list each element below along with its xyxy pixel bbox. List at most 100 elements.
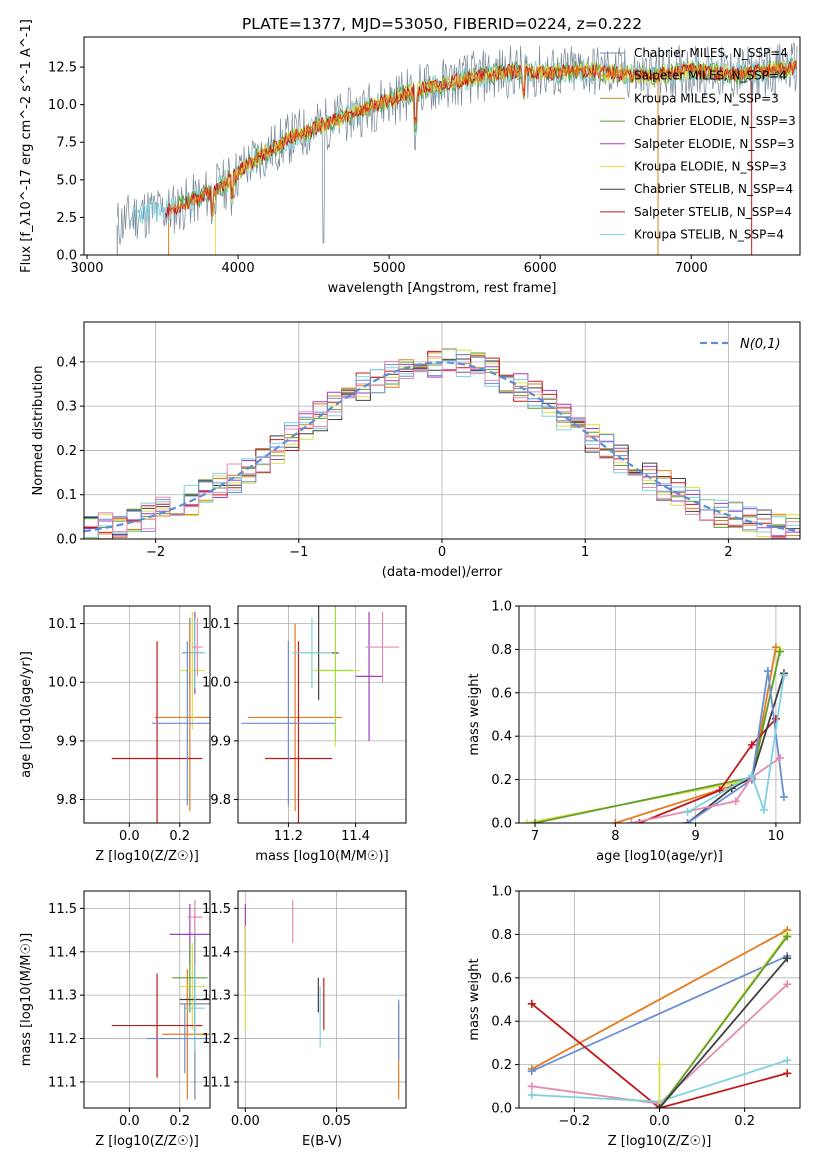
axes-frame bbox=[83, 890, 211, 1109]
weight-line bbox=[534, 651, 781, 823]
x-tick-label: 7 bbox=[531, 829, 539, 844]
legend-entry: Chabrier STELIB, N_SSP=4 bbox=[634, 182, 793, 196]
weight-line bbox=[687, 673, 785, 823]
weight-line bbox=[639, 718, 777, 823]
weight-marker bbox=[627, 819, 636, 823]
y-tick-label: 5.0 bbox=[56, 173, 77, 188]
y-tick-label: 12.5 bbox=[48, 61, 77, 76]
legend-entry: Salpeter ELODIE, N_SSP=3 bbox=[634, 137, 795, 151]
weight-marker bbox=[731, 797, 740, 806]
plot-area bbox=[111, 611, 210, 823]
y-tick-label: 10.0 bbox=[48, 98, 77, 113]
y-tick-label: 11.1 bbox=[48, 1075, 77, 1090]
weight-marker bbox=[779, 671, 788, 680]
x-axis-label: Z [log10(Z/Z☉)] bbox=[608, 1134, 712, 1149]
weight-marker bbox=[783, 1056, 792, 1065]
y-axis-label: mass [log10(M/M☉)] bbox=[19, 933, 34, 1066]
errorbar-point bbox=[365, 611, 400, 683]
x-tick-label: −1 bbox=[289, 545, 308, 560]
y-tick-label: 11.1 bbox=[202, 1075, 231, 1090]
panel-mass-vs-Z: 0.0 0.2 11.1 11.2 11.3 11.4 11.5 Z [log10(Z/Z☉)… bbox=[19, 890, 211, 1149]
errorbar-point bbox=[147, 1003, 210, 1074]
errorbar-point bbox=[241, 641, 336, 806]
x-tick-label: 0.00 bbox=[231, 1114, 260, 1129]
errorbar-point bbox=[179, 611, 205, 730]
plot-area bbox=[116, 42, 798, 255]
plot-area bbox=[244, 899, 400, 1100]
plot-area bbox=[241, 606, 400, 823]
errorbar-point bbox=[154, 623, 210, 812]
y-tick-label: 9.9 bbox=[56, 734, 77, 749]
y-tick-label: 0.2 bbox=[491, 773, 512, 788]
y-tick-label: 10.0 bbox=[48, 676, 77, 691]
errorbar-point bbox=[162, 969, 210, 1100]
x-tick-label: 0.0 bbox=[649, 1114, 670, 1129]
x-tick-label: 10 bbox=[768, 829, 785, 844]
legend-entry: N(0,1) bbox=[740, 337, 781, 352]
x-axis-label: E(B-V) bbox=[302, 1134, 342, 1149]
plot-area bbox=[84, 348, 800, 539]
y-tick-label: 9.9 bbox=[210, 734, 231, 749]
errorbar-point bbox=[152, 641, 210, 806]
x-tick-label: 4000 bbox=[222, 261, 255, 276]
weight-line bbox=[531, 929, 788, 1070]
y-tick-label: 10.1 bbox=[48, 617, 77, 632]
y-tick-label: 0.8 bbox=[491, 643, 512, 658]
y-tick-label: 11.2 bbox=[202, 1032, 231, 1047]
weight-marker bbox=[527, 999, 536, 1008]
x-tick-label: 0.0 bbox=[119, 1114, 140, 1129]
y-tick-label: 0.4 bbox=[56, 355, 77, 370]
weight-marker bbox=[523, 819, 532, 823]
weight-marker bbox=[783, 954, 792, 963]
weight-marker bbox=[527, 1090, 536, 1099]
axes-frame bbox=[237, 605, 407, 824]
y-tick-label: 0.0 bbox=[56, 249, 77, 264]
y-tick-label: 0.6 bbox=[491, 971, 512, 986]
y-tick-label: 7.5 bbox=[56, 136, 77, 151]
weight-marker bbox=[531, 819, 540, 823]
panel-spectrum: 3000 4000 5000 6000 7000 0.0 2.5 5.0 7.5 10.0 12.5… bbox=[19, 15, 801, 296]
y-tick-label: 0.8 bbox=[491, 928, 512, 943]
panel-weight-vs-Z: −0.2 0.0 0.2 0.0 0.2 0.4 0.6 0.8 1.0 Z [log10(Z/Z… bbox=[467, 885, 801, 1149]
y-tick-label: 9.8 bbox=[56, 793, 77, 808]
y-tick-label: 0.0 bbox=[56, 533, 77, 548]
weight-marker bbox=[527, 1067, 536, 1076]
axes-frame bbox=[83, 605, 211, 824]
errorbar-point bbox=[318, 606, 353, 741]
y-tick-label: 10.0 bbox=[202, 676, 231, 691]
legend-entry: Chabrier MILES, N_SSP=4 bbox=[634, 46, 788, 60]
weight-line bbox=[658, 936, 788, 1108]
x-tick-label: −2 bbox=[146, 545, 165, 560]
axes-frame bbox=[83, 36, 801, 256]
x-tick-label: 11.2 bbox=[274, 829, 303, 844]
weight-marker bbox=[527, 1082, 536, 1091]
plot-area bbox=[527, 926, 792, 1108]
weight-marker bbox=[783, 980, 792, 989]
y-tick-label: 1.0 bbox=[491, 600, 512, 615]
y-axis-label: age [log10(age/yr)] bbox=[19, 651, 34, 778]
axes-frame bbox=[518, 605, 801, 824]
errorbar-point bbox=[172, 943, 208, 1013]
x-axis-label: (data-model)/error bbox=[382, 565, 503, 580]
x-tick-label: 11.4 bbox=[341, 829, 370, 844]
errorbar-point bbox=[184, 964, 205, 1052]
weight-line bbox=[531, 955, 788, 1072]
legend-entry: Salpeter MILES, N_SSP=4 bbox=[634, 69, 787, 83]
y-tick-label: 0.1 bbox=[56, 488, 77, 503]
x-tick-label: 0.2 bbox=[169, 1114, 190, 1129]
x-tick-label: 6000 bbox=[524, 261, 557, 276]
plot-area bbox=[111, 899, 210, 1100]
y-tick-label: 10.1 bbox=[202, 617, 231, 632]
legend: Chabrier MILES, N_SSP=4 Salpeter MILES, N… bbox=[600, 46, 796, 242]
panel-age-vs-Z: 0.0 0.2 9.8 9.9 10.0 10.1 Z [log10(Z/Z☉)] age [… bbox=[19, 605, 211, 864]
y-axis-label: Flux [f_λ10^-17 erg cm^-2 s^-1 A^-1] bbox=[19, 19, 34, 273]
y-tick-label: 0.4 bbox=[491, 1015, 512, 1030]
weight-marker bbox=[775, 753, 784, 762]
legend: N(0,1) bbox=[700, 337, 781, 352]
errorbar-point bbox=[248, 623, 343, 812]
x-tick-label: −0.2 bbox=[559, 1114, 591, 1129]
y-tick-label: 11.3 bbox=[202, 989, 231, 1004]
y-tick-label: 2.5 bbox=[56, 211, 77, 226]
y-tick-label: 0.2 bbox=[56, 444, 77, 459]
chart-title: PLATE=1377, MJD=53050, FIBERID=0224, z=0… bbox=[242, 15, 642, 33]
